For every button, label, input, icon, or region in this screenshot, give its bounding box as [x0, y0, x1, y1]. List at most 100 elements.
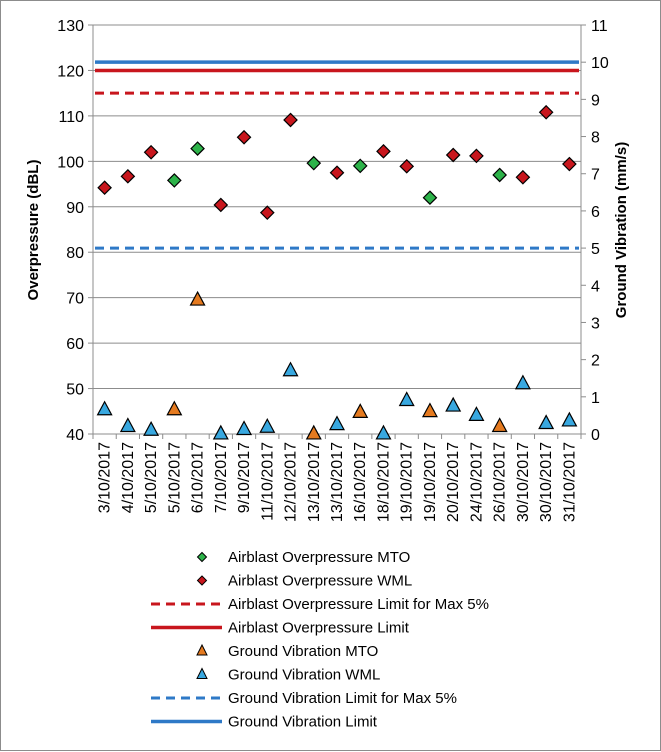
point-series-0	[306, 155, 322, 171]
right-tick-labels: 0 1 2 3 4 5 6 7 8 9 10 11	[591, 18, 609, 444]
point-series-5	[96, 400, 113, 416]
x-tick-label: 16/10/2017	[352, 442, 369, 522]
point-series-1	[120, 168, 136, 184]
point-series-0	[492, 167, 508, 183]
point-series-5	[561, 411, 578, 427]
legend-label: Airblast Overpressure Limit for Max 5%	[228, 596, 489, 613]
right-tick-label: 1	[591, 390, 600, 407]
point-series-5	[143, 420, 160, 436]
point-series-5	[119, 417, 136, 433]
legend-label: Airblast Overpressure MTO	[228, 549, 410, 566]
point-series-1	[283, 112, 298, 128]
point-series-5	[236, 420, 253, 436]
point-series-4	[166, 400, 183, 416]
legend-swatch	[196, 551, 208, 563]
x-tick-label: 20/10/2017	[445, 442, 462, 522]
right-tick-label: 9	[591, 92, 600, 109]
legend-label: Ground Vibration WML	[228, 667, 380, 684]
x-tick-label: 3/10/2017	[97, 442, 114, 513]
point-series-1	[469, 148, 484, 164]
x-tick-label: 30/10/2017	[538, 442, 555, 522]
legend-item: Airblast Overpressure Limit	[151, 620, 410, 637]
left-tick-label: 90	[66, 200, 84, 217]
x-tick-label: 6/10/2017	[190, 442, 207, 513]
legend-label: Ground Vibration Limit for Max 5%	[228, 690, 457, 707]
point-series-5	[259, 417, 276, 433]
right-tick-label: 4	[591, 278, 600, 295]
x-tick-label: 13/10/2017	[306, 442, 323, 522]
right-tick-label: 6	[591, 204, 600, 221]
legend-swatch	[196, 667, 208, 679]
right-tick-label: 7	[591, 167, 600, 184]
right-tick-label: 3	[591, 315, 600, 332]
legend-label: Airblast Overpressure Limit	[228, 620, 410, 637]
point-series-0	[422, 190, 438, 206]
legend-item: Ground Vibration Limit	[151, 714, 378, 731]
point-series-5	[375, 424, 392, 440]
point-series-5	[468, 406, 485, 421]
x-tick-label: 7/10/2017	[213, 442, 230, 513]
legend-item: Airblast Overpressure WML	[196, 573, 412, 590]
point-series-4	[189, 290, 206, 306]
legend: Airblast Overpressure MTO Airblast Overpr…	[151, 549, 489, 731]
left-tick-label: 120	[57, 63, 84, 80]
x-tick-label: 31/10/2017	[561, 442, 578, 522]
data-marks	[96, 104, 578, 440]
point-series-5	[445, 396, 462, 412]
legend-label: Ground Vibration MTO	[228, 643, 378, 660]
point-series-5	[212, 424, 229, 440]
legend-swatch	[196, 575, 208, 586]
point-series-4	[305, 424, 322, 440]
x-tick-label: 19/10/2017	[399, 442, 416, 522]
point-series-1	[376, 143, 391, 159]
point-series-5	[398, 391, 415, 407]
point-series-5	[282, 361, 299, 377]
point-series-1	[259, 205, 275, 221]
x-tick-label: 4/10/2017	[120, 442, 137, 513]
point-series-1	[213, 197, 229, 213]
legend-item: Airblast Overpressure MTO	[196, 549, 410, 566]
x-tick-label: 26/10/2017	[492, 442, 509, 522]
legend-item: Ground Vibration Limit for Max 5%	[151, 690, 457, 707]
x-tick-label: 11/10/2017	[259, 442, 276, 521]
point-series-4	[421, 402, 438, 418]
point-series-1	[562, 156, 577, 172]
point-series-0	[166, 173, 182, 188]
point-series-1	[143, 144, 159, 160]
left-tick-labels: 40 50 60 70 80 90 100 110 120 130	[57, 18, 84, 444]
x-tick-label: 24/10/2017	[468, 442, 485, 522]
left-tick-label: 40	[66, 427, 84, 444]
left-tick-label: 110	[58, 109, 84, 126]
point-series-1	[97, 180, 112, 196]
right-tick-label: 8	[591, 130, 600, 147]
point-series-4	[352, 403, 369, 418]
axes	[88, 24, 586, 439]
right-tick-label: 0	[591, 427, 600, 444]
point-series-5	[514, 374, 531, 390]
point-series-1	[445, 147, 461, 163]
point-series-4	[491, 417, 508, 433]
right-tick-label: 10	[591, 55, 609, 72]
grid-lines	[93, 24, 581, 435]
x-tick-labels: 3/10/2017 4/10/2017 5/10/2017 5/10/2017 6/10…	[97, 442, 579, 522]
x-tick-label: 18/10/2017	[375, 442, 392, 522]
legend-label: Ground Vibration Limit	[228, 714, 378, 731]
point-series-0	[352, 158, 368, 174]
left-tick-label: 60	[66, 336, 84, 353]
legend-label: Airblast Overpressure WML	[228, 573, 412, 590]
point-series-1	[329, 165, 345, 181]
point-series-1	[399, 158, 415, 174]
left-tick-label: 80	[66, 245, 84, 262]
point-series-1	[236, 129, 252, 145]
point-series-1	[538, 104, 554, 120]
x-tick-label: 9/10/2017	[236, 442, 253, 513]
x-tick-label: 30/10/2017	[515, 442, 532, 522]
legend-swatch	[196, 643, 208, 656]
x-tick-label: 12/10/2017	[283, 442, 300, 522]
right-tick-label: 11	[591, 18, 608, 35]
point-series-5	[538, 414, 555, 430]
left-axis-title: Overpressure (dBL)	[25, 160, 42, 301]
right-axis-title: Ground Vibration (mm/s)	[613, 142, 630, 318]
